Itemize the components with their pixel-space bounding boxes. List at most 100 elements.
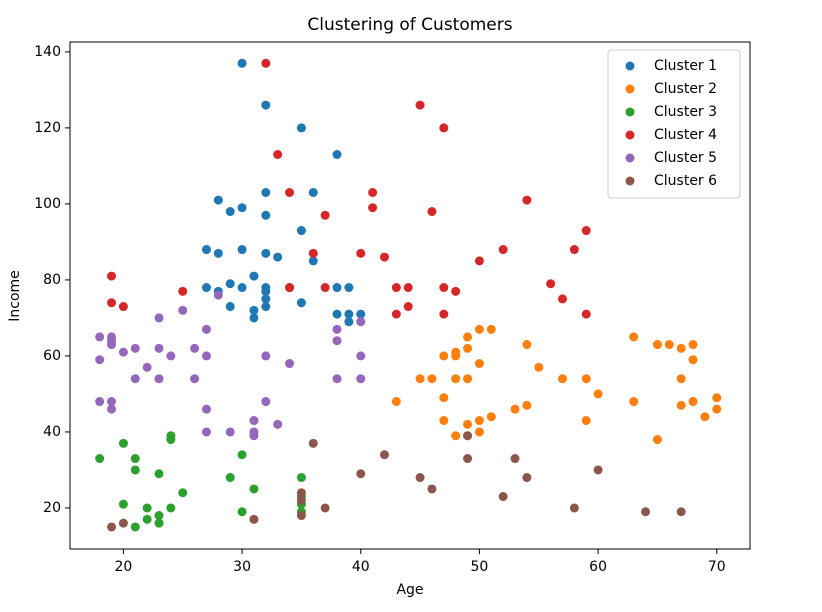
point <box>261 58 271 68</box>
point <box>391 309 401 319</box>
point <box>142 514 152 524</box>
point <box>296 298 306 308</box>
y-tick-label: 40 <box>43 424 61 440</box>
point <box>593 389 603 399</box>
point <box>95 355 105 365</box>
point <box>676 400 686 410</box>
point <box>107 340 117 350</box>
point <box>308 188 318 198</box>
point <box>379 450 389 460</box>
point <box>201 245 211 255</box>
point <box>296 473 306 483</box>
point <box>712 393 722 403</box>
point <box>391 283 401 293</box>
point <box>308 256 318 266</box>
point <box>474 256 484 266</box>
point <box>107 522 117 532</box>
y-tick-label: 80 <box>43 272 61 288</box>
x-tick-label: 60 <box>589 559 607 575</box>
point <box>249 431 259 441</box>
point <box>546 279 556 289</box>
legend-marker <box>625 130 635 140</box>
point <box>154 518 164 528</box>
point <box>688 355 698 365</box>
point <box>261 248 271 258</box>
point <box>629 332 639 342</box>
point <box>510 454 520 464</box>
point <box>557 374 567 384</box>
point <box>356 469 366 479</box>
legend-marker <box>625 84 635 94</box>
point <box>237 245 247 255</box>
point <box>474 416 484 426</box>
point <box>201 324 211 334</box>
legend-label: Cluster 4 <box>654 127 717 143</box>
point <box>569 503 579 513</box>
point <box>285 359 295 369</box>
legend-label: Cluster 1 <box>654 58 717 74</box>
point <box>522 195 532 205</box>
y-tick-label: 60 <box>43 348 61 364</box>
point <box>118 438 128 448</box>
point <box>593 465 603 475</box>
point <box>463 374 473 384</box>
point <box>581 374 591 384</box>
point <box>178 286 188 296</box>
point <box>261 100 271 110</box>
point <box>95 332 105 342</box>
legend-label: Cluster 2 <box>654 81 717 97</box>
point <box>652 435 662 445</box>
point <box>522 400 532 410</box>
point <box>356 248 366 258</box>
point <box>522 473 532 483</box>
legend-marker <box>625 107 635 117</box>
point <box>249 313 259 323</box>
point <box>285 283 295 293</box>
point <box>415 473 425 483</box>
point <box>427 484 437 494</box>
point <box>237 283 247 293</box>
point <box>296 123 306 133</box>
point <box>261 302 271 312</box>
y-tick-label: 100 <box>34 196 61 212</box>
point <box>451 347 461 357</box>
point <box>118 347 128 357</box>
point <box>344 283 354 293</box>
point <box>95 397 105 407</box>
point <box>463 419 473 429</box>
point <box>249 484 259 494</box>
point <box>356 374 366 384</box>
point <box>569 245 579 255</box>
point <box>225 427 235 437</box>
point <box>213 248 223 258</box>
point <box>190 343 200 353</box>
y-tick-label: 140 <box>34 44 61 60</box>
point <box>581 309 591 319</box>
point <box>142 362 152 372</box>
point <box>688 340 698 350</box>
point <box>498 492 508 502</box>
y-tick-label: 20 <box>43 500 61 516</box>
legend-label: Cluster 3 <box>654 104 717 120</box>
point <box>332 309 342 319</box>
point <box>225 279 235 289</box>
point <box>510 404 520 414</box>
point <box>463 454 473 464</box>
point <box>178 488 188 498</box>
point <box>107 271 117 281</box>
legend-marker <box>625 153 635 163</box>
point <box>308 438 318 448</box>
point <box>166 435 176 445</box>
point <box>249 271 259 281</box>
point <box>700 412 710 422</box>
point <box>474 427 484 437</box>
point <box>190 374 200 384</box>
point <box>439 309 449 319</box>
point <box>273 149 283 159</box>
point <box>344 317 354 327</box>
point <box>415 374 425 384</box>
point <box>368 188 378 198</box>
point <box>439 393 449 403</box>
point <box>676 374 686 384</box>
point <box>261 294 271 304</box>
